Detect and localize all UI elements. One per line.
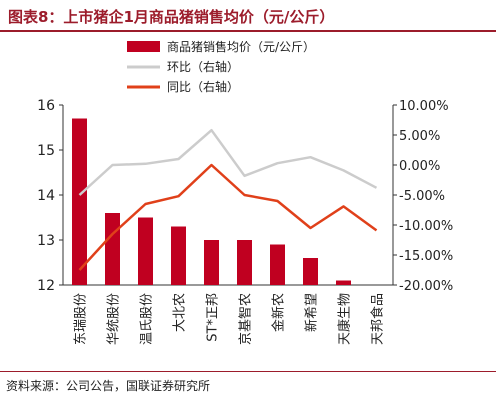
x-tick-label: 温氏股份 [140, 293, 155, 345]
legend-swatch-bar [127, 41, 160, 52]
x-tick-label: 东瑞股份 [74, 293, 89, 345]
left-tick-label: 13 [37, 233, 55, 249]
x-tick-label: 华统股份 [107, 293, 122, 345]
right-tick-label: -10.00% [399, 219, 453, 234]
bar-金新农 [270, 244, 285, 285]
legend-label-mom: 环比（右轴） [167, 59, 239, 74]
left-tick-label: 12 [37, 278, 55, 294]
left-tick-label: 16 [37, 98, 55, 114]
right-tick-label: 0.00% [399, 159, 440, 174]
left-tick-label: 15 [37, 143, 55, 159]
x-tick-label: 天邦食品 [370, 293, 386, 345]
chart-title: 图表8：上市猪企1月商品猪销售均价（元/公斤） [8, 8, 335, 26]
right-tick-label: -20.00% [399, 279, 453, 294]
right-tick-label: -15.00% [399, 249, 453, 264]
right-tick-label: 5.00% [399, 129, 440, 144]
legend-label-yoy: 同比（右轴） [167, 79, 239, 94]
bar-大北农 [171, 226, 186, 285]
left-tick-label: 14 [37, 188, 55, 204]
right-tick-label: -5.00% [399, 189, 445, 204]
bar-series [72, 118, 351, 285]
bar-新希望 [303, 258, 318, 285]
x-tick-label: 新希望 [304, 293, 320, 332]
yoy-line [78, 163, 378, 271]
mom-line [78, 128, 378, 196]
footer-rule [0, 371, 496, 372]
legend-label-bar: 商品猪销售均价（元/公斤） [167, 39, 315, 54]
bar-温氏股份 [138, 217, 153, 285]
bar-京基智农 [237, 240, 252, 285]
source-note: 资料来源：公司公告，国联证券研究所 [6, 379, 211, 393]
chart-area: 商品猪销售均价（元/公斤） 环比（右轴） 同比（右轴） 12 13 14 15 16 -20.… [37, 39, 453, 345]
title-bar: 图表8：上市猪企1月商品猪销售均价（元/公斤） [0, 0, 496, 32]
bar-华统股份 [105, 213, 120, 285]
x-tick-label: 天康生物 [337, 293, 353, 345]
chart-legend: 商品猪销售均价（元/公斤） 环比（右轴） 同比（右轴） [127, 39, 315, 94]
right-tick-label: 10.00% [399, 99, 449, 114]
line-series [78, 128, 378, 271]
x-tick-label: ST*正邦 [206, 293, 221, 342]
x-tick-label: 大北农 [173, 293, 188, 332]
title-underline [0, 30, 496, 32]
bar-东瑞股份 [72, 118, 87, 285]
bar-天康生物 [336, 280, 351, 285]
bar-ST*正邦 [204, 240, 219, 285]
x-tick-labels: 东瑞股份 华统股份 温氏股份 大北农 ST*正邦 京基智农 金新农 新希望 天康生物 天邦食品 [74, 293, 386, 345]
x-tick-label: 京基智农 [239, 293, 254, 345]
x-tick-label: 金新农 [271, 293, 287, 332]
